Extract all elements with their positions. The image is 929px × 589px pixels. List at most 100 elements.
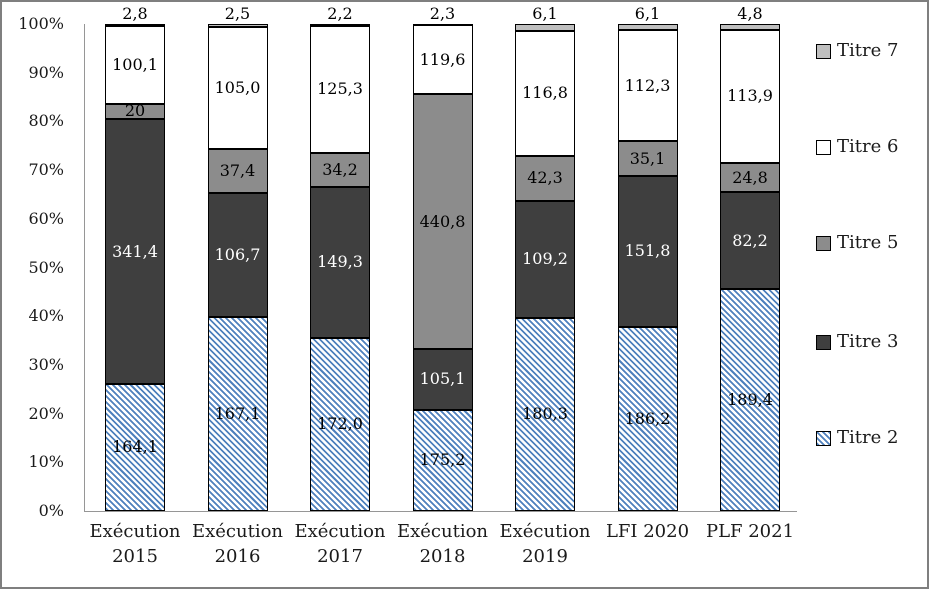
bar-segment-titre-7 [720,24,780,30]
bar-segment-titre-5: 34,2 [310,152,370,188]
segment-value-label: 167,1 [214,403,261,423]
segment-value-label: 109,2 [522,249,568,269]
segment-value-label: 113,9 [727,86,773,106]
segment-value-label: 172,0 [317,414,363,434]
y-axis-tick-label: 50% [28,257,64,277]
segment-value-label: 105,1 [419,369,466,389]
segment-value-label: 116,8 [522,83,568,103]
bar-segment-titre-7 [617,24,678,31]
segment-value-label-outside: 2,3 [429,4,456,23]
segment-value-label: 105,0 [214,77,261,97]
legend-item-titre-6: Titre 6 [816,136,898,158]
legend-swatch-icon [816,334,831,350]
x-axis-category-label: Exécution 2016 [191,521,284,567]
segment-value-label: 24,8 [732,167,768,187]
legend-entry-label: Titre 5 [837,232,899,253]
legend-swatch-icon [816,139,831,155]
bar-segment-titre-3: 341,4 [105,119,165,384]
y-axis-tick-label: 0% [38,501,64,520]
legend-item-titre-2: Titre 2 [816,427,898,449]
legend-entry-label: Titre 6 [837,136,899,157]
segment-value-label: 189,4 [727,389,773,409]
bar-segment-titre-3: 106,7 [207,192,268,317]
y-axis-tick-label: 10% [28,452,64,472]
segment-value-label: 186,2 [624,408,671,428]
segment-value-label: 37,4 [219,160,256,180]
bar-segment-titre-2: 164,1 [105,383,165,511]
segment-value-label-outside: 2,8 [122,4,148,23]
bar-segment-titre-6: 113,9 [720,29,780,164]
segment-value-label-outside: 2,5 [224,4,251,23]
bar-segment-titre-2: 186,2 [617,326,678,511]
x-axis-category-label: Exécution 2018 [396,521,489,567]
segment-value-label: 125,3 [317,79,363,99]
segment-value-label-outside: 4,8 [737,4,763,23]
segment-value-label: 20 [124,101,146,121]
bar-segment-titre-7 [207,24,268,27]
bar-segment-titre-2: 167,1 [207,316,268,511]
x-axis-category-label: Exécution 2019 [499,521,591,567]
segment-value-label: 341,4 [112,241,158,261]
y-axis-tick-label: 60% [28,208,64,228]
bar-segment-titre-6: 119,6 [412,25,473,95]
legend-entry-label: Titre 3 [837,331,899,352]
bar-segment-titre-6: 105,0 [207,26,268,150]
x-axis-category-label: Exécution 2017 [294,521,386,567]
y-axis-tick-label: 40% [28,306,64,326]
bar-segment-titre-5: 24,8 [720,163,780,193]
bar-segment-titre-3: 82,2 [720,192,780,289]
legend-swatch-icon [816,235,831,251]
segment-value-label: 42,3 [527,168,563,188]
bar-segment-titre-6: 125,3 [310,26,370,153]
bar-segment-titre-7 [105,24,165,27]
x-axis-category-label: Exécution 2015 [89,521,181,567]
segment-value-label: 180,3 [522,404,568,424]
segment-value-label: 100,1 [112,54,158,74]
segment-value-label-outside: 6,1 [532,4,558,23]
bar-segment-titre-3: 105,1 [412,349,473,410]
y-axis-tick-label: 100% [18,14,64,33]
legend-item-titre-5: Titre 5 [816,232,898,254]
segment-value-label: 106,7 [214,244,261,264]
bar-segment-titre-7 [412,24,473,26]
segment-value-label-outside: 2,2 [327,4,353,23]
bar-segment-titre-6: 112,3 [617,30,678,142]
bar-segment-titre-5: 42,3 [515,155,575,201]
y-axis-line [84,24,85,511]
segment-value-label: 164,1 [112,437,158,457]
y-axis-tick-label: 80% [28,111,64,131]
legend-item-titre-7: Titre 7 [816,40,898,62]
bar-segment-titre-5: 35,1 [617,141,678,177]
legend-item-titre-3: Titre 3 [816,331,898,353]
bar-segment-titre-2: 172,0 [310,337,370,511]
x-axis-category-label: PLF 2021 [705,521,795,542]
y-axis-tick-label: 90% [28,62,64,82]
bar-segment-titre-2: 180,3 [515,317,575,511]
segment-value-label: 119,6 [419,49,466,69]
segment-value-label: 151,8 [624,241,671,261]
y-axis-tick-label: 70% [28,160,64,180]
segment-value-label: 34,2 [322,159,358,179]
bar-segment-titre-5: 37,4 [207,149,268,193]
bar-segment-titre-2: 175,2 [412,409,473,511]
x-axis-category-label: LFI 2020 [605,521,690,542]
y-axis-tick-label: 30% [28,354,64,374]
bar-segment-titre-5: 440,8 [412,94,473,350]
segment-value-label-outside: 6,1 [634,4,661,23]
legend-swatch-icon [816,430,831,446]
bar-segment-titre-2: 189,4 [720,288,780,511]
bar-segment-titre-7 [310,24,370,27]
y-axis-tick-label: 20% [28,403,64,423]
segment-value-label: 149,3 [317,252,363,272]
segment-value-label: 35,1 [629,148,666,168]
segment-value-label: 82,2 [732,230,768,250]
segment-value-label: 175,2 [419,450,466,470]
legend-entry-label: Titre 2 [837,427,899,448]
bar-segment-titre-3: 151,8 [617,176,678,327]
bar-segment-titre-5: 20 [105,101,165,121]
segment-value-label: 112,3 [624,75,671,95]
bar-segment-titre-6: 100,1 [105,26,165,104]
legend-swatch-icon [816,43,831,59]
x-axis-line [84,511,797,512]
